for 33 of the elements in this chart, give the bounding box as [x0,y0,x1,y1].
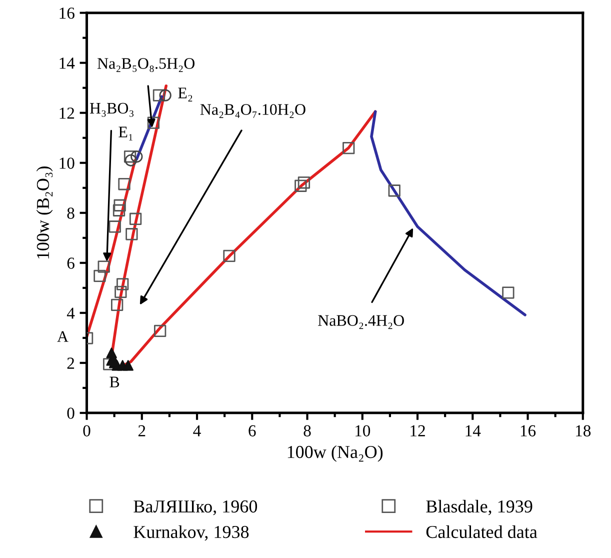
annotation: Na₂B₄O₇.10H₂O [200,104,306,118]
y-tick-label: 16 [60,8,74,19]
annotation: A [57,331,68,342]
x-tick-label: 4 [193,425,201,436]
legend-label: ВаЛЯШко, 1960 [134,500,258,516]
annotation: E₁ [118,126,132,140]
x-tick-label: 16 [520,425,536,436]
x-tick-label: 14 [466,425,481,436]
x-tick-label: 0 [83,425,90,436]
x-tick-label: 8 [304,425,311,436]
x-tick-label: 2 [138,425,146,436]
legend-label: Calculated data [426,525,538,538]
y-tick-label: 6 [67,258,74,269]
y-tick-label: 2 [67,358,74,369]
x-axis-title: 100w (Na₂O) [288,445,383,462]
x-tick-label: 10 [356,425,370,436]
y-tick-label: 12 [60,108,74,119]
x-tick-label: 18 [576,425,591,436]
y-tick-label: 14 [60,58,75,69]
annotation: NaBO₂.4H₂O [318,315,404,329]
annotation: Na₂B₅O₈.5H₂O [97,58,194,72]
legend-label: Blasdale, 1939 [426,500,532,516]
y-tick-label: 0 [67,408,74,419]
y-axis-title: 100w (B₂O₃) [36,166,53,258]
x-tick-label: 6 [248,425,256,436]
annotation: H₃BO₃ [90,102,134,117]
legend-label: Kurnakov, 1938 [134,525,249,541]
annotation: B [110,376,120,388]
y-tick-label: 8 [67,208,74,219]
annotation: E₂ [178,88,192,102]
x-tick-label: 12 [410,425,425,436]
y-tick-label: 4 [66,308,75,319]
y-tick-label: 10 [60,158,74,169]
